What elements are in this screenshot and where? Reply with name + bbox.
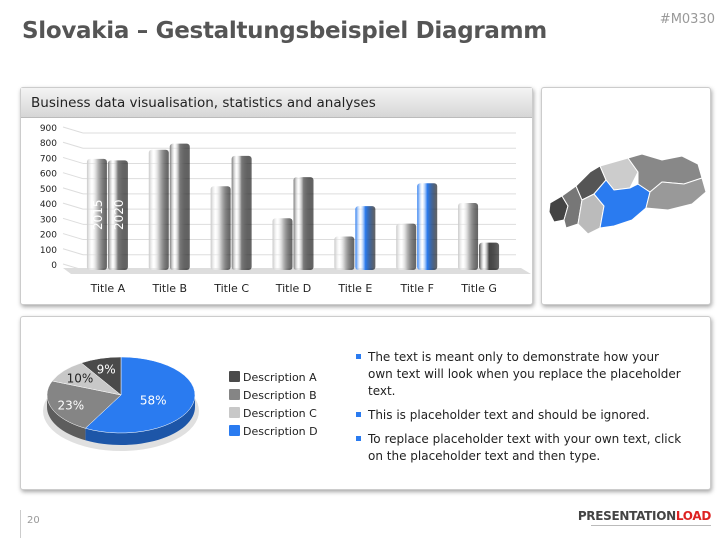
bullet-item: This is placeholder text and should be i… <box>356 407 686 424</box>
page-number: 20 <box>27 515 40 526</box>
bar-2020-title-d <box>293 177 314 270</box>
bar-2015-title-a <box>86 158 107 270</box>
page-title: Slovakia – Gestaltungsbeispiel Diagramm <box>22 18 547 44</box>
x-tick-label: Title E <box>337 282 372 295</box>
pie-data-label: 23% <box>58 398 85 412</box>
bar-2015-title-f <box>396 223 417 270</box>
pie-chart: 58% 23% 10%9% Description A Description B Des… <box>43 356 318 451</box>
pie-data-label: 10% <box>67 372 94 386</box>
bullet-list: The text is meant only to demonstrate ho… <box>356 349 686 472</box>
slide-code: #M0330 <box>659 12 715 27</box>
legend-label: Description B <box>243 389 317 402</box>
y-tick-label: 200 <box>40 231 57 241</box>
bullet-item: The text is meant only to demonstrate ho… <box>356 349 686 400</box>
legend-label: Description D <box>243 425 318 438</box>
grid-line-diag <box>62 202 84 210</box>
bullet-item: To replace placeholder text with your ow… <box>356 431 686 465</box>
bar-chart-panel: Business data visualisation, statistics … <box>20 87 533 305</box>
legend-label: Description A <box>243 371 317 384</box>
y-tick-label: 300 <box>40 215 57 225</box>
legend-swatch <box>229 371 240 382</box>
pie-side-description-d <box>85 395 195 445</box>
grid-line-diag <box>62 233 84 241</box>
slovakia-map <box>548 153 707 235</box>
legend-swatch <box>229 389 240 400</box>
bar-2015-title-g <box>458 203 479 270</box>
pie-data-label: 58% <box>140 393 167 407</box>
logo-underline <box>591 525 711 526</box>
x-tick-label: Title B <box>151 282 187 295</box>
legend-swatch <box>229 425 240 436</box>
bar-2015-title-e <box>334 236 355 270</box>
x-tick-label: Title G <box>460 282 497 295</box>
pie-slice-description-d <box>84 356 196 434</box>
y-tick-label: 600 <box>40 170 57 180</box>
pie-slice-description-b <box>46 380 122 429</box>
y-tick-label: 900 <box>40 124 57 134</box>
map-panel <box>541 87 711 305</box>
map-region-kosice <box>645 177 707 211</box>
bar-2020-title-g <box>479 242 500 270</box>
bar-2015-title-d <box>272 218 293 270</box>
pie-data-label: 9% <box>97 363 116 377</box>
grid-line-diag <box>62 126 84 134</box>
logo: PRESENTATIONLOAD <box>577 509 711 523</box>
bar-2020-title-b <box>169 143 190 270</box>
y-tick-label: 0 <box>51 261 57 271</box>
grid-line-diag <box>62 172 84 180</box>
y-tick-label: 100 <box>40 246 57 256</box>
grid-line-diag <box>62 156 84 164</box>
legend-swatch <box>229 407 240 418</box>
y-tick-label: 400 <box>40 200 57 210</box>
x-tick-label: Title D <box>275 282 312 295</box>
series-label-2015: 2015 <box>91 199 105 230</box>
y-tick-label: 700 <box>40 154 57 164</box>
bar-2015-title-b <box>148 149 169 270</box>
pie-side-description-b <box>47 395 86 441</box>
grid-line-diag <box>62 187 84 195</box>
bar-2015-title-c <box>210 186 231 270</box>
pie-slice-description-a <box>80 356 122 396</box>
bar-2020-title-c <box>231 155 252 270</box>
grid-line-diag <box>62 217 84 225</box>
y-tick-label: 500 <box>40 185 57 195</box>
chart-panel-title: Business data visualisation, statistics … <box>21 88 532 118</box>
bar-2020-title-a <box>107 160 128 270</box>
grid-line-diag <box>62 248 84 256</box>
y-tick-label: 800 <box>40 139 57 149</box>
series-label-2020: 2020 <box>112 199 126 230</box>
footer-divider <box>20 510 21 538</box>
bar-2020-title-f <box>417 183 438 270</box>
grid-line-diag <box>62 141 84 149</box>
x-tick-label: Title F <box>400 282 434 295</box>
legend-label: Description C <box>243 407 317 420</box>
x-tick-label: Title C <box>213 282 249 295</box>
bar-chart: 0 100 200 300 400 500 600 700 800 900 2015 2020 Titl… <box>40 124 531 295</box>
x-tick-label: Title A <box>90 282 126 295</box>
pie-panel: 58% 23% 10% 9% Description A Description B Des… <box>20 316 711 490</box>
bar-2020-title-e <box>355 206 376 270</box>
